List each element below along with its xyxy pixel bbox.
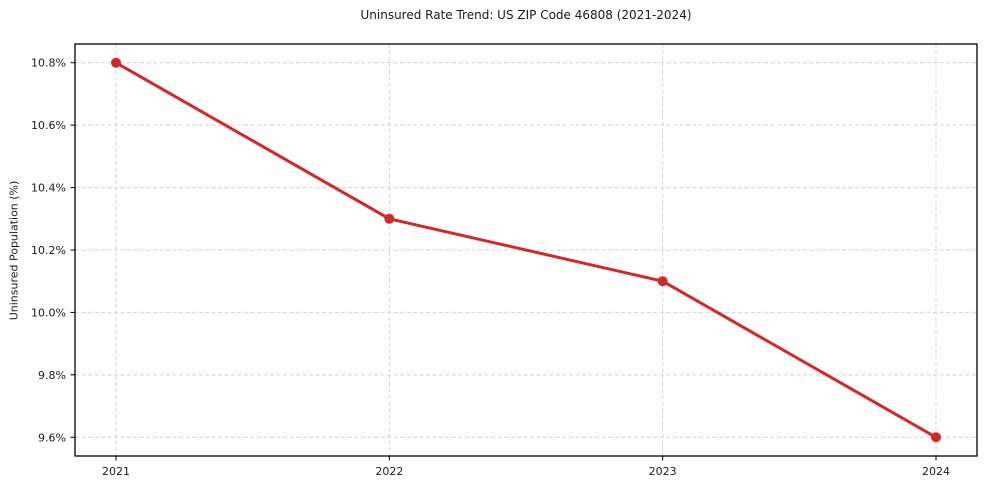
chart-title: Uninsured Rate Trend: US ZIP Code 46808 … — [360, 8, 692, 22]
x-tick-label: 2023 — [649, 465, 677, 478]
y-tick-label: 10.2% — [31, 244, 66, 257]
data-point-marker — [111, 57, 121, 68]
data-point-marker — [657, 276, 668, 287]
data-point-marker — [931, 432, 941, 443]
y-tick-label: 9.6% — [38, 431, 66, 444]
y-tick-label: 10.4% — [31, 182, 66, 195]
y-tick-label: 10.8% — [31, 57, 66, 70]
x-tick-label: 2021 — [102, 465, 130, 478]
y-tick-label: 9.8% — [38, 369, 66, 382]
data-point-marker — [384, 213, 395, 224]
y-tick-label: 10.6% — [31, 119, 66, 132]
x-tick-label: 2024 — [922, 465, 950, 478]
x-tick-label: 2022 — [375, 465, 403, 478]
trend-line — [114, 61, 938, 439]
y-tick-label: 10.0% — [31, 306, 66, 319]
